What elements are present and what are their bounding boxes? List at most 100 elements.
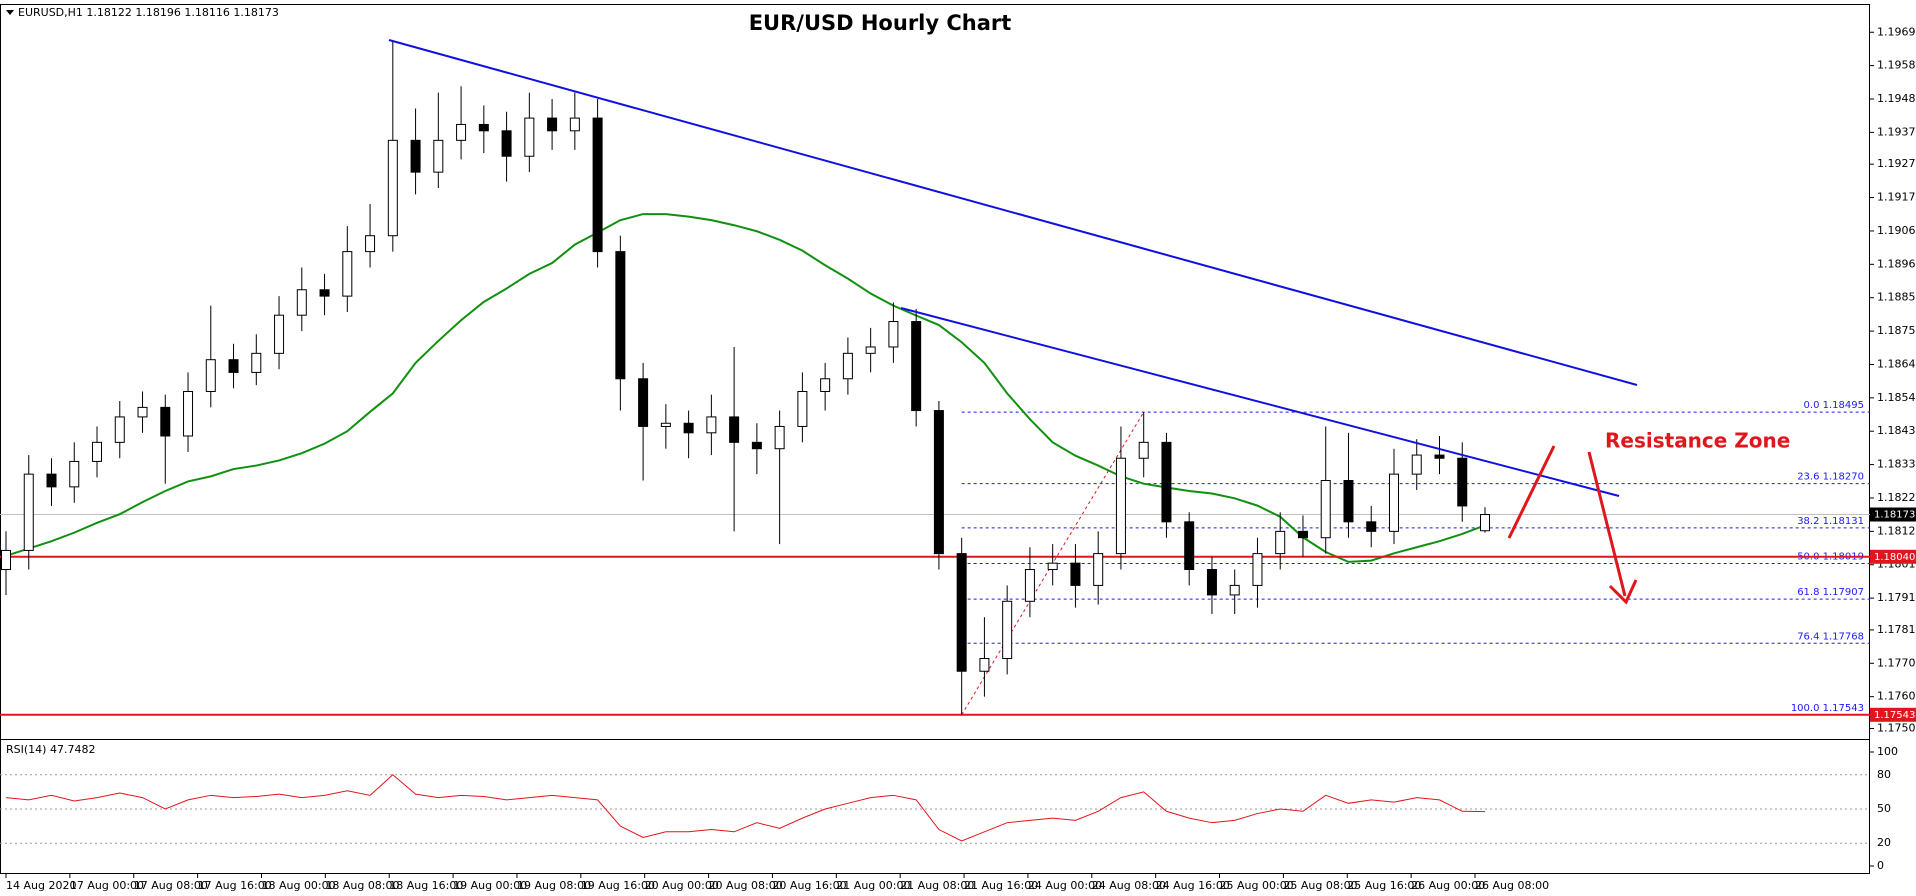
- y-tick-label: 1.18435: [1877, 424, 1916, 437]
- candle-body: [114, 416, 125, 443]
- candle-body: [1, 549, 11, 571]
- y-tick-label: 1.17910: [1877, 591, 1916, 604]
- y-tick-label: 1.18225: [1877, 491, 1916, 504]
- ohlc: 1.18196: [135, 6, 181, 19]
- candle-body: [137, 406, 148, 418]
- arrow-up: [1507, 445, 1556, 539]
- arrow-head: [1608, 579, 1638, 605]
- candle-body: [274, 314, 285, 354]
- rsi-tick-label: 80: [1877, 768, 1891, 781]
- candle-body: [1161, 441, 1172, 523]
- y-tick-label: 1.19275: [1877, 157, 1916, 170]
- y-tick-label: 1.17600: [1877, 690, 1916, 703]
- symbol-header: EURUSD,H1 1.18122 1.18196 1.18116 1.1817…: [18, 6, 279, 19]
- candle-body: [911, 321, 922, 412]
- price-tag: [1870, 707, 1916, 722]
- candle-body: [1320, 479, 1331, 539]
- candle-body: [1115, 457, 1126, 555]
- fib-price: 1.18495: [1823, 400, 1864, 411]
- y-tick-label: 1.18750: [1877, 324, 1916, 337]
- candle-body: [342, 251, 353, 297]
- candle-body: [205, 359, 216, 392]
- candle-body: [1002, 600, 1013, 660]
- candle-body: [1343, 479, 1354, 523]
- fib-label: 76.4 1.17768: [1797, 631, 1864, 642]
- candle-body: [729, 416, 740, 443]
- candle-body: [820, 378, 831, 392]
- candle-body: [1070, 562, 1081, 586]
- candle-body: [1480, 514, 1490, 532]
- x-tick-label: 25 Aug 08:00: [1283, 879, 1357, 892]
- y-tick-label: 1.18645: [1877, 357, 1916, 370]
- candle-body: [1434, 454, 1445, 459]
- rsi-tick-label: 20: [1877, 836, 1891, 849]
- candle-body: [23, 473, 34, 551]
- fib-ratio: 100.0: [1791, 703, 1820, 714]
- candle-body: [456, 123, 467, 141]
- y-tick-label: 1.18120: [1877, 524, 1916, 537]
- candle-body: [569, 117, 580, 132]
- candle-body: [319, 289, 330, 297]
- candle-body: [1206, 569, 1217, 596]
- candle-body: [888, 321, 899, 348]
- candle-body: [46, 473, 57, 488]
- rsi-name: RSI(14): [6, 743, 46, 756]
- candle-body: [1093, 553, 1104, 586]
- fib-label: 38.2 1.18131: [1797, 516, 1864, 527]
- x-tick-label: 25 Aug 00:00: [1220, 879, 1294, 892]
- x-tick-label: 18 Aug 00:00: [261, 879, 335, 892]
- rsi-header: RSI(14) 47.7482: [6, 743, 95, 756]
- x-tick-label: 20 Aug 08:00: [709, 879, 783, 892]
- candle-body: [797, 390, 808, 427]
- x-tick-label: 21 Aug 08:00: [900, 879, 974, 892]
- candle-body: [1297, 530, 1308, 539]
- candle-body: [69, 460, 80, 488]
- y-tick-label: 1.18540: [1877, 391, 1916, 404]
- ohlc: 1.18173: [233, 6, 279, 19]
- y-tick-label: 1.19480: [1877, 92, 1916, 105]
- price-tag: [1870, 507, 1916, 522]
- y-tick-label: 1.19375: [1877, 125, 1916, 138]
- candle-body: [365, 235, 376, 253]
- candle-body: [251, 352, 262, 373]
- fib-label: 61.8 1.17907: [1797, 587, 1864, 598]
- candle-body: [933, 410, 944, 555]
- x-tick-label: 21 Aug 16:00: [964, 879, 1038, 892]
- rsi-tick-label: 50: [1877, 802, 1891, 815]
- fib-price: 1.18270: [1823, 472, 1864, 483]
- fib-label: 0.0 1.18495: [1804, 400, 1864, 411]
- candle-body: [660, 422, 671, 427]
- candle-body: [478, 123, 489, 132]
- x-tick-label: 24 Aug 16:00: [1156, 879, 1230, 892]
- candle-body: [501, 130, 512, 157]
- candle-body: [842, 352, 853, 380]
- price-tag: [1870, 549, 1916, 564]
- y-tick-label: 1.17810: [1877, 623, 1916, 636]
- fib-ratio: 61.8: [1797, 587, 1819, 598]
- candle-body: [638, 378, 649, 427]
- x-tick-label: 25 Aug 16:00: [1347, 879, 1421, 892]
- x-tick-label: 21 Aug 00:00: [836, 879, 910, 892]
- rsi-pane: [0, 739, 1870, 874]
- x-tick-label: 24 Aug 00:00: [1028, 879, 1102, 892]
- candle-body: [956, 553, 967, 672]
- x-tick-label: 26 Aug 00:00: [1411, 879, 1485, 892]
- x-tick-label: 19 Aug 08:00: [517, 879, 591, 892]
- annotation: Resistance Zone: [1605, 429, 1790, 453]
- candle-body: [615, 251, 626, 380]
- x-tick-label: 24 Aug 08:00: [1092, 879, 1166, 892]
- ohlc: 1.18116: [184, 6, 230, 19]
- fib-ratio: 23.6: [1797, 472, 1819, 483]
- moving-average: [5, 213, 1486, 563]
- candle-body: [865, 346, 876, 354]
- price-tag-label: 1.17543: [1874, 710, 1915, 721]
- fib-label: 23.6 1.18270: [1797, 472, 1864, 483]
- arrow-down: [1587, 451, 1627, 597]
- fib-price: 1.17907: [1823, 587, 1864, 598]
- y-tick-label: 1.19065: [1877, 224, 1916, 237]
- y-tick-label: 1.18960: [1877, 257, 1916, 270]
- x-tick-label: 26 Aug 08:00: [1475, 879, 1549, 892]
- trendline: [900, 307, 1620, 497]
- candle-body: [1229, 584, 1240, 596]
